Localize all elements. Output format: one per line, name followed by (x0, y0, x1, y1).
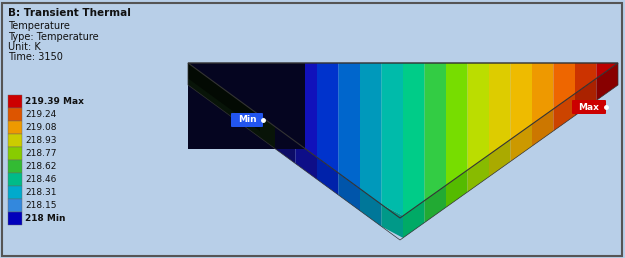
Text: 218 Min: 218 Min (25, 214, 66, 223)
Polygon shape (231, 63, 253, 110)
Text: Unit: K: Unit: K (8, 42, 41, 52)
FancyBboxPatch shape (231, 113, 263, 127)
Polygon shape (575, 63, 596, 94)
Polygon shape (511, 124, 532, 162)
Polygon shape (188, 63, 260, 131)
Polygon shape (554, 94, 575, 131)
Text: 218.62: 218.62 (25, 162, 56, 171)
Polygon shape (360, 189, 381, 227)
Text: 219.08: 219.08 (25, 123, 56, 132)
Polygon shape (231, 94, 253, 132)
Polygon shape (296, 63, 317, 157)
Bar (8, 95, 22, 108)
Polygon shape (188, 63, 209, 79)
Polygon shape (468, 155, 489, 192)
Polygon shape (381, 205, 403, 238)
Text: Type: Temperature: Type: Temperature (8, 31, 99, 42)
Polygon shape (511, 63, 532, 139)
Polygon shape (532, 109, 554, 146)
Polygon shape (209, 79, 231, 116)
Polygon shape (188, 63, 209, 101)
Text: 218.31: 218.31 (25, 188, 56, 197)
Bar (8, 147, 22, 160)
Polygon shape (424, 185, 446, 223)
Bar (8, 121, 22, 134)
Polygon shape (381, 63, 403, 216)
Polygon shape (360, 63, 381, 205)
Polygon shape (403, 200, 424, 238)
Text: 219.39 Max: 219.39 Max (25, 97, 84, 106)
Polygon shape (253, 110, 274, 148)
Polygon shape (468, 63, 489, 170)
Text: 218.15: 218.15 (25, 201, 56, 210)
Text: Time: 3150: Time: 3150 (8, 52, 63, 62)
Polygon shape (317, 157, 339, 195)
Polygon shape (446, 170, 468, 207)
Polygon shape (188, 63, 275, 149)
Polygon shape (209, 63, 231, 94)
Polygon shape (403, 63, 424, 216)
Text: Temperature: Temperature (8, 21, 70, 31)
Text: B: Transient Thermal: B: Transient Thermal (8, 8, 131, 18)
Polygon shape (317, 63, 339, 173)
Polygon shape (489, 63, 511, 155)
Polygon shape (532, 63, 554, 124)
Text: 218.46: 218.46 (25, 175, 56, 184)
Bar (8, 108, 22, 121)
Polygon shape (339, 173, 360, 211)
Bar (8, 160, 22, 173)
Text: 218.77: 218.77 (25, 149, 56, 158)
Polygon shape (339, 63, 360, 189)
Polygon shape (596, 63, 618, 78)
Polygon shape (424, 63, 446, 200)
Polygon shape (296, 142, 317, 179)
Bar (8, 173, 22, 186)
Text: Min: Min (238, 116, 256, 125)
Bar (8, 186, 22, 199)
Polygon shape (446, 63, 468, 185)
Text: Max: Max (579, 102, 599, 111)
Text: 218.93: 218.93 (25, 136, 56, 145)
Polygon shape (274, 126, 296, 164)
Polygon shape (188, 63, 305, 149)
Polygon shape (596, 63, 618, 100)
Polygon shape (489, 139, 511, 177)
Polygon shape (554, 63, 575, 109)
Bar (8, 134, 22, 147)
Polygon shape (274, 63, 296, 142)
Bar (8, 199, 22, 212)
Text: 219.24: 219.24 (25, 110, 56, 119)
FancyBboxPatch shape (572, 100, 606, 114)
Bar (8, 212, 22, 225)
Polygon shape (253, 63, 274, 126)
Polygon shape (575, 78, 596, 116)
